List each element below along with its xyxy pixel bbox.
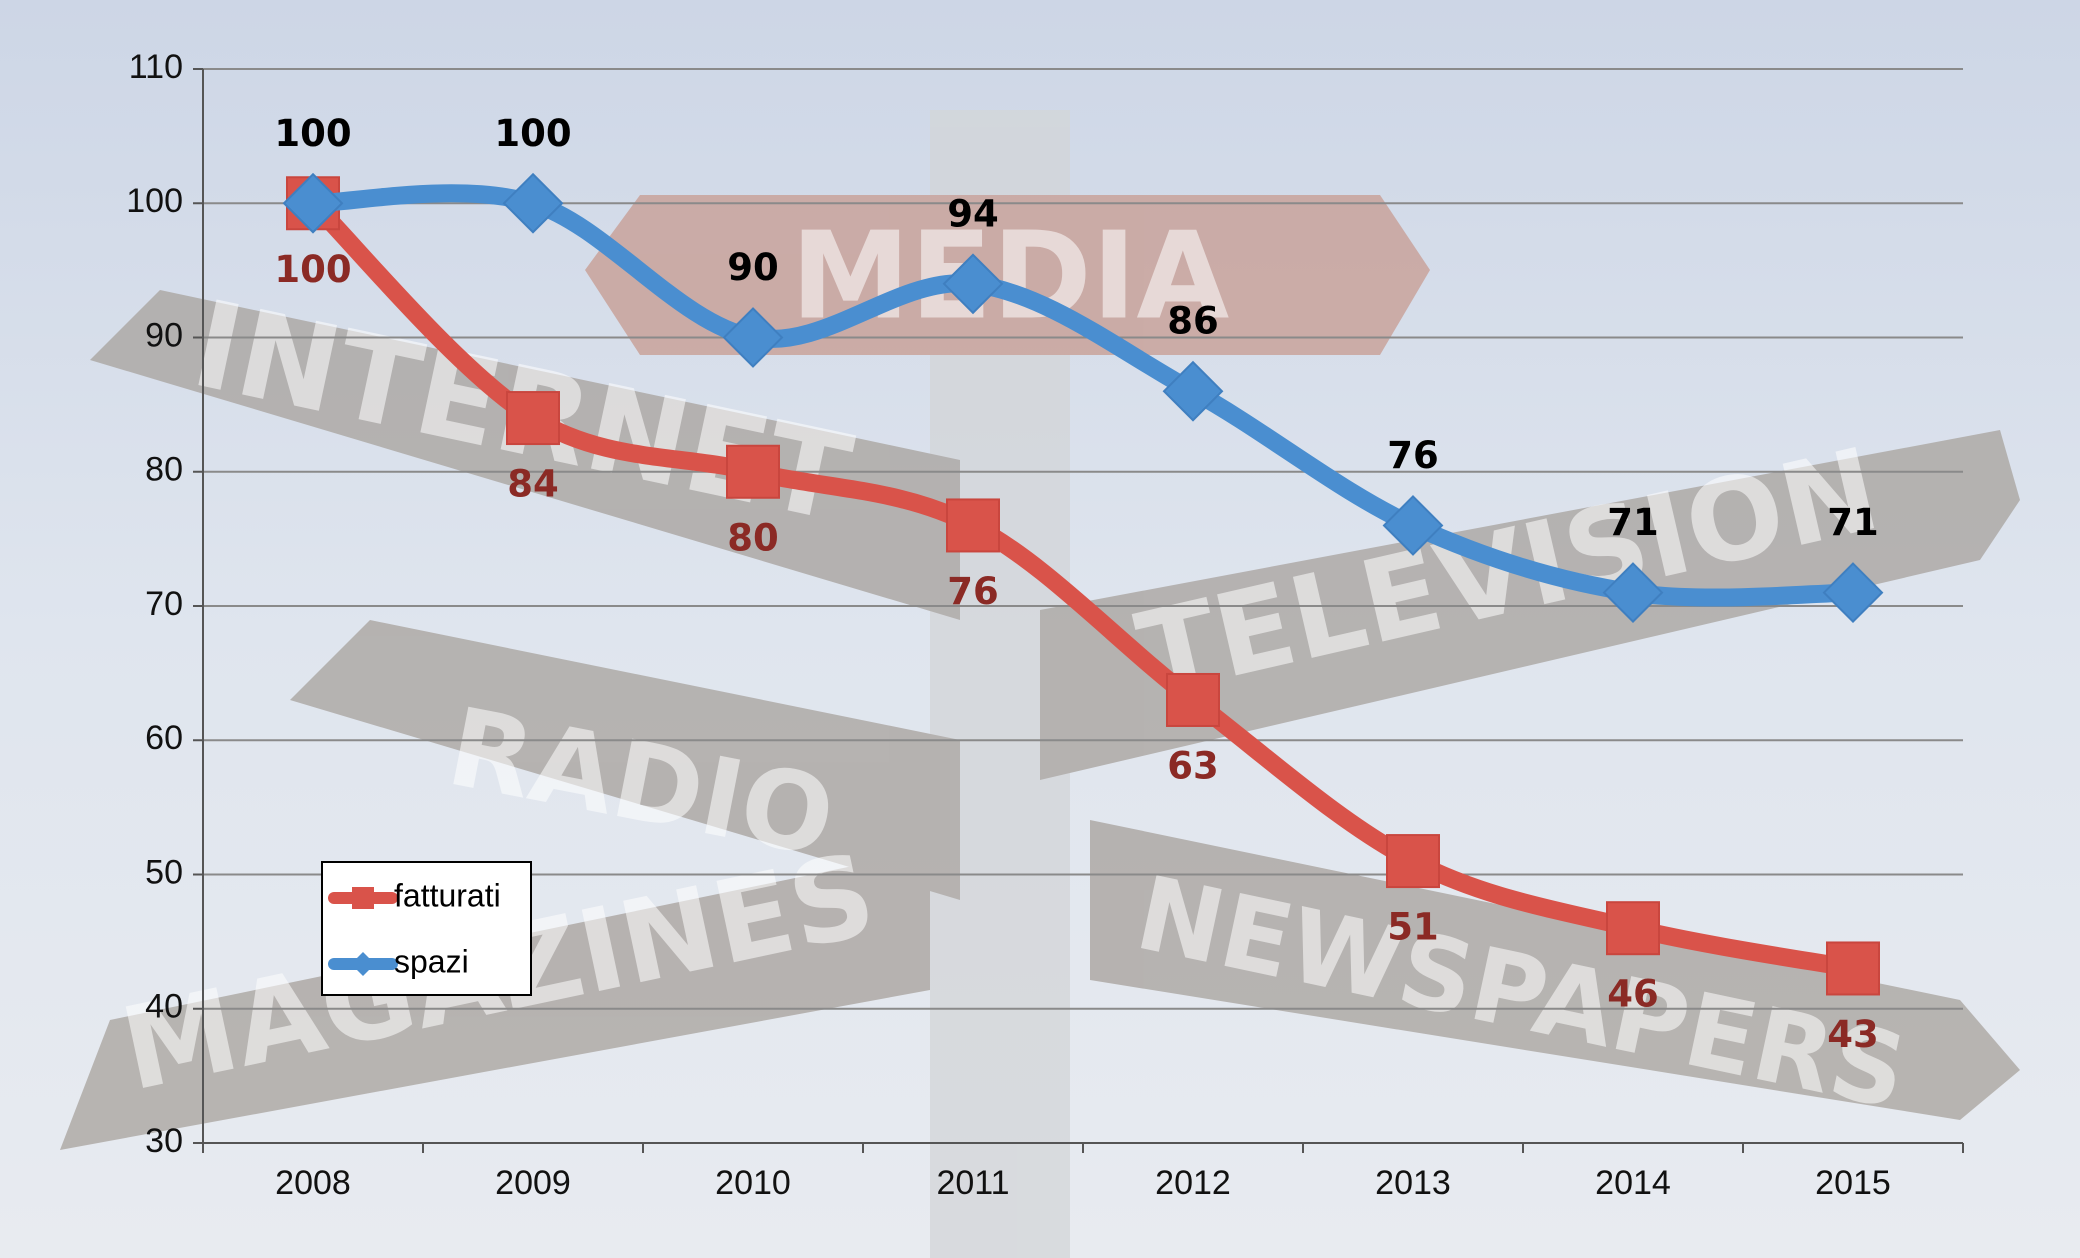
legend-box <box>321 861 532 996</box>
legend-label: spazi <box>394 943 469 979</box>
data-label: 94 <box>947 192 999 235</box>
data-label: 46 <box>1607 973 1659 1016</box>
legend-label: fatturati <box>394 877 501 913</box>
marker <box>726 444 780 499</box>
data-label: 63 <box>1167 744 1219 787</box>
legend: fatturati spazi <box>321 861 532 996</box>
x-tick-label: 2012 <box>1155 1164 1231 1202</box>
marker <box>506 391 560 446</box>
data-label: 84 <box>507 463 559 506</box>
data-label: 100 <box>494 112 571 155</box>
x-tick-label: 2009 <box>495 1164 571 1202</box>
marker <box>1162 360 1224 422</box>
y-tick-label: 90 <box>145 316 183 354</box>
marker <box>722 307 784 368</box>
marker <box>942 253 1004 315</box>
marker <box>1386 834 1440 889</box>
x-tick-label: 2014 <box>1595 1164 1671 1202</box>
legend-marker <box>352 887 374 909</box>
marker <box>1382 495 1444 556</box>
data-label: 51 <box>1387 906 1439 949</box>
marker <box>1822 562 1884 623</box>
marker <box>1166 672 1220 727</box>
x-tick-label: 2015 <box>1815 1164 1891 1202</box>
data-label: 80 <box>727 516 779 559</box>
y-tick-label: 70 <box>145 585 183 623</box>
data-label: 86 <box>1167 300 1219 343</box>
y-tick-label: 100 <box>126 182 183 220</box>
y-tick-label: 50 <box>145 853 183 891</box>
x-tick-label: 2013 <box>1375 1164 1451 1202</box>
data-label: 100 <box>274 112 351 155</box>
marker <box>502 172 564 234</box>
marker <box>1602 562 1664 623</box>
data-label: 100 <box>274 248 351 291</box>
marker <box>1826 941 1880 996</box>
y-tick-label: 30 <box>145 1122 183 1160</box>
data-label: 71 <box>1827 501 1879 544</box>
marker <box>946 498 1000 553</box>
sign-text: MEDIA <box>791 208 1230 347</box>
x-tick-label: 2008 <box>275 1164 351 1202</box>
data-label: 90 <box>727 246 779 289</box>
x-tick-label: 2010 <box>715 1164 791 1202</box>
legend-marker <box>351 952 375 976</box>
marker <box>282 172 344 234</box>
y-tick-label: 60 <box>145 719 183 757</box>
x-tick-label: 2011 <box>936 1164 1009 1202</box>
data-label: 76 <box>1387 434 1439 477</box>
data-label: 76 <box>947 570 999 613</box>
data-label: 71 <box>1607 501 1659 544</box>
y-tick-label: 110 <box>129 48 183 86</box>
marker <box>1606 901 1660 956</box>
data-label: 43 <box>1827 1013 1879 1056</box>
series-line <box>304 184 1862 607</box>
y-tick-label: 40 <box>145 988 183 1026</box>
y-tick-label: 80 <box>145 451 183 489</box>
